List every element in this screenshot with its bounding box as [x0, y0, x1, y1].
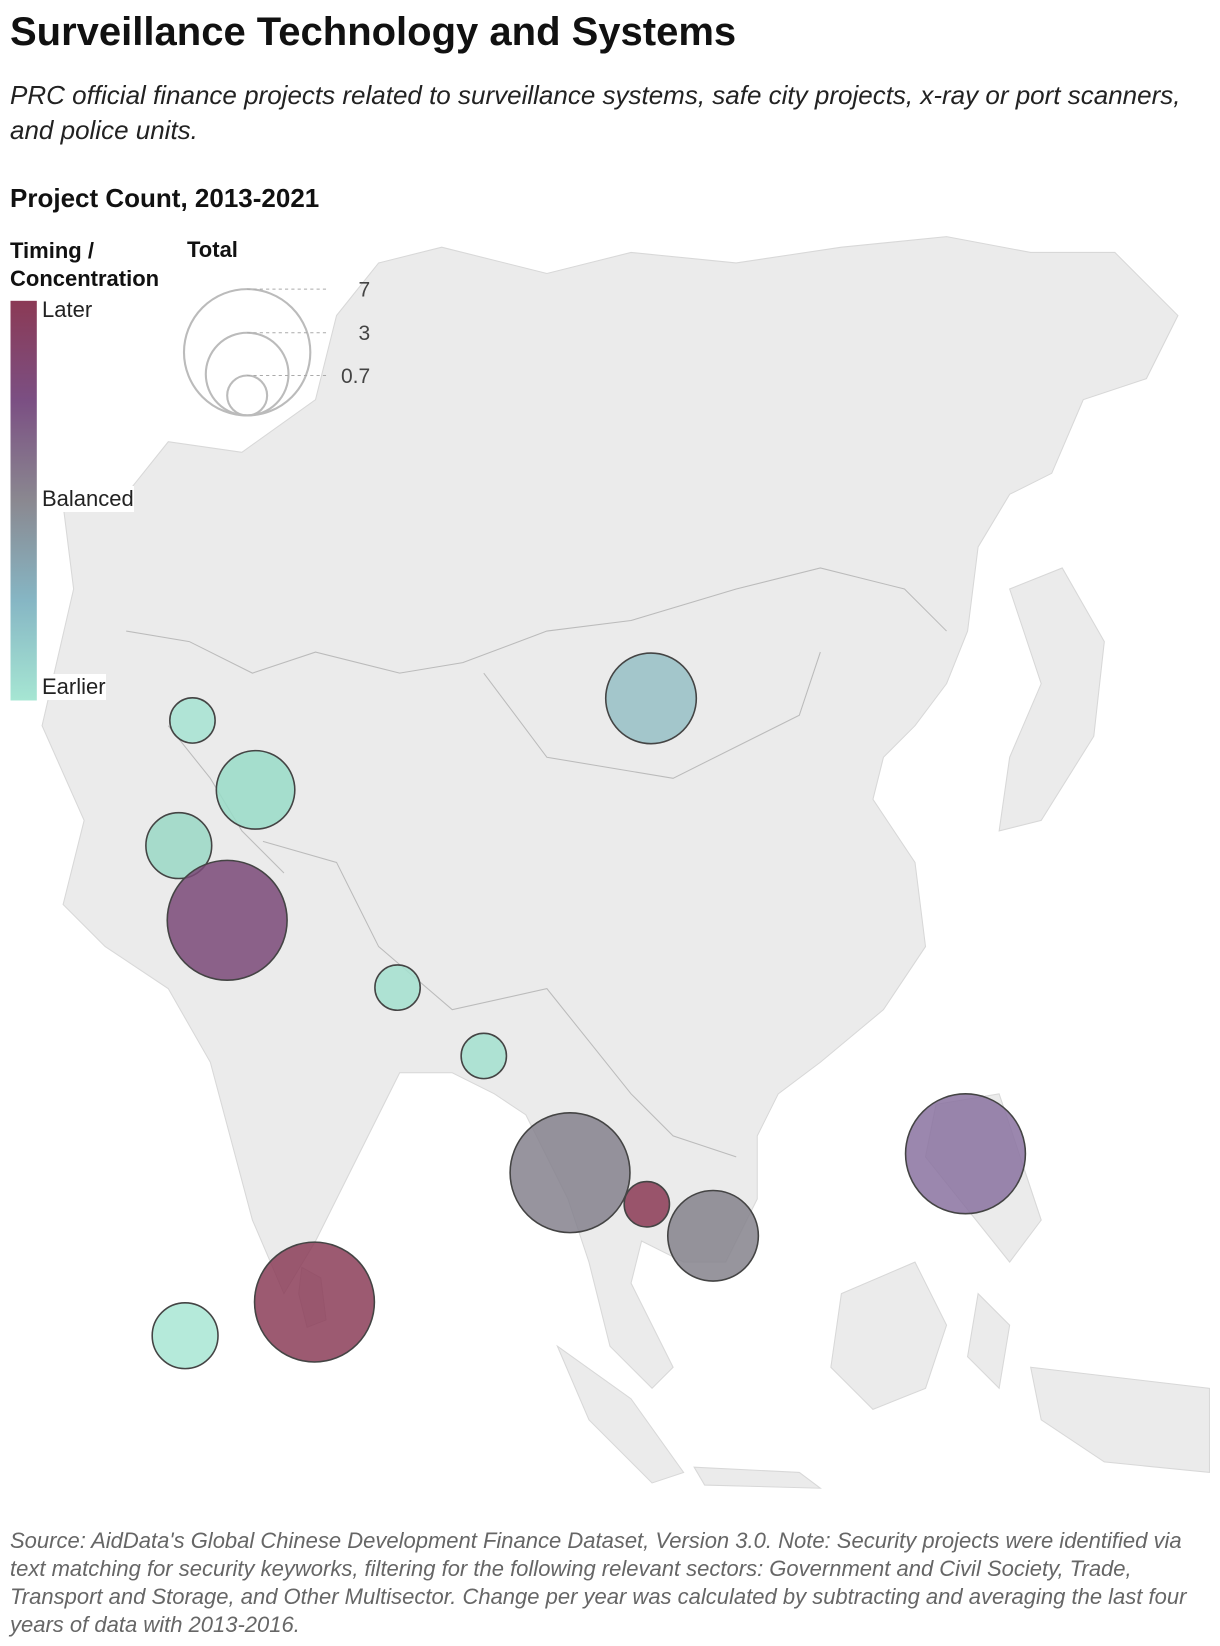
size-legend-circle — [226, 374, 269, 417]
bubble — [374, 964, 421, 1012]
title: Surveillance Technology and Systems — [10, 10, 737, 54]
bubble — [604, 652, 698, 745]
size-legend-title: Total — [187, 237, 238, 262]
bubble — [509, 1111, 631, 1234]
size-legend-circle — [182, 288, 312, 417]
footer-source: Source: AidData's Global Chinese Develop… — [10, 1528, 1187, 1637]
bubble — [904, 1093, 1027, 1215]
section-title: Project Count, 2013-2021 — [10, 183, 320, 213]
bubble — [623, 1180, 671, 1228]
color-scale — [10, 300, 37, 701]
bubble — [253, 1241, 376, 1363]
bubble — [169, 697, 216, 744]
color-label: Earlier — [42, 674, 106, 700]
subtitle: PRC official finance projects related to… — [10, 80, 1181, 145]
bubble — [460, 1032, 508, 1080]
color-legend-title: Timing / Concentration — [10, 238, 160, 291]
color-label: Balanced — [42, 486, 134, 512]
bubble — [215, 749, 296, 830]
bubble — [151, 1302, 219, 1370]
bubble — [145, 811, 213, 880]
bubble — [666, 1189, 760, 1282]
size-legend-label: 7 — [359, 278, 371, 301]
color-label: Later — [42, 297, 93, 323]
size-legend-circle — [204, 331, 290, 417]
bubble — [166, 859, 288, 981]
size-legend-label: 0.7 — [341, 365, 370, 388]
size-legend-label: 3 — [359, 322, 371, 345]
